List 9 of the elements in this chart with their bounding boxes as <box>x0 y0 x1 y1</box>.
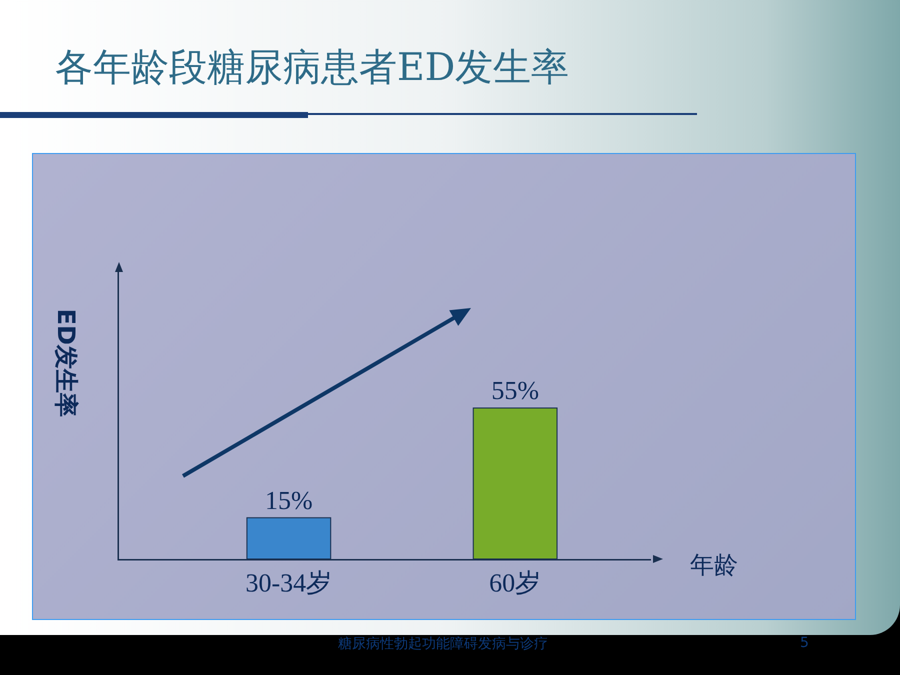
data-label: 55% <box>491 376 540 405</box>
data-label: 15% <box>264 486 313 515</box>
text: 5 <box>800 635 809 651</box>
text: 糖尿病性勃起功能障碍发病与诊疗 <box>338 635 548 653</box>
x-axis-title: 年龄 <box>690 551 738 579</box>
x-tick-label: 60岁 <box>489 568 542 598</box>
x-tick-label: 30-34岁 <box>245 568 332 598</box>
chart-title: 各年龄段糖尿病患者ED发生率 <box>55 44 570 91</box>
y-axis-title: ED发生率 <box>52 308 80 417</box>
